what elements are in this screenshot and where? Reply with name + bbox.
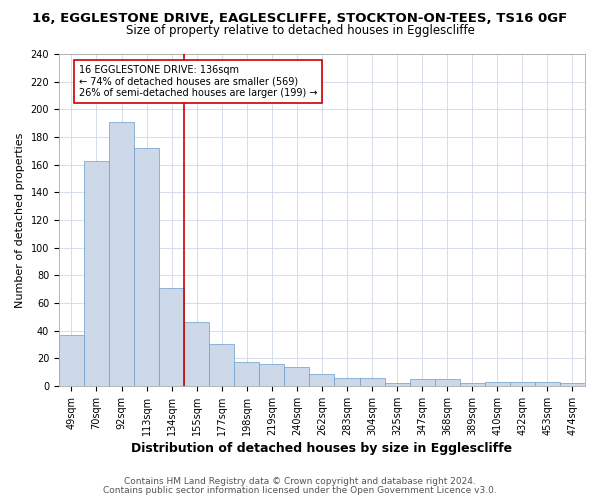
Bar	[560, 383, 585, 386]
Y-axis label: Number of detached properties: Number of detached properties	[15, 132, 25, 308]
Text: Contains public sector information licensed under the Open Government Licence v3: Contains public sector information licen…	[103, 486, 497, 495]
Bar	[234, 362, 259, 386]
Bar	[510, 382, 535, 386]
Text: Size of property relative to detached houses in Egglescliffe: Size of property relative to detached ho…	[125, 24, 475, 37]
Bar	[434, 379, 460, 386]
Bar	[535, 382, 560, 386]
Bar	[159, 288, 184, 386]
Bar	[310, 374, 334, 386]
Text: 16, EGGLESTONE DRIVE, EAGLESCLIFFE, STOCKTON-ON-TEES, TS16 0GF: 16, EGGLESTONE DRIVE, EAGLESCLIFFE, STOC…	[32, 12, 568, 26]
Bar	[209, 344, 234, 386]
Bar	[284, 366, 310, 386]
Bar	[59, 335, 84, 386]
Bar	[385, 383, 410, 386]
Bar	[334, 378, 359, 386]
Text: 16 EGGLESTONE DRIVE: 136sqm
← 74% of detached houses are smaller (569)
26% of se: 16 EGGLESTONE DRIVE: 136sqm ← 74% of det…	[79, 65, 317, 98]
Bar	[259, 364, 284, 386]
Bar	[184, 322, 209, 386]
Bar	[109, 122, 134, 386]
X-axis label: Distribution of detached houses by size in Egglescliffe: Distribution of detached houses by size …	[131, 442, 512, 455]
Bar	[485, 382, 510, 386]
Bar	[359, 378, 385, 386]
Text: Contains HM Land Registry data © Crown copyright and database right 2024.: Contains HM Land Registry data © Crown c…	[124, 477, 476, 486]
Bar	[134, 148, 159, 386]
Bar	[460, 383, 485, 386]
Bar	[84, 160, 109, 386]
Bar	[410, 379, 434, 386]
